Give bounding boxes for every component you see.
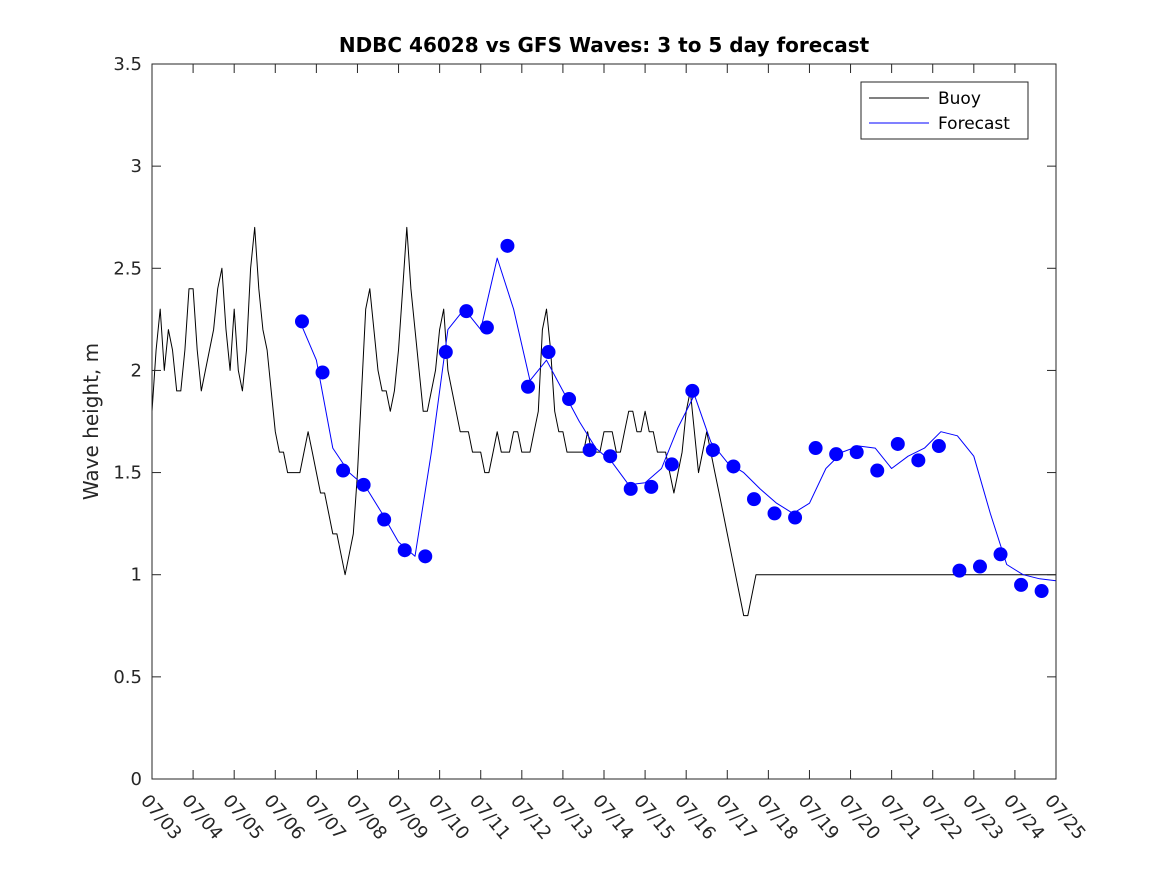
forecast-marker bbox=[931, 439, 946, 454]
y-tick-label: 3 bbox=[131, 156, 142, 177]
series-layer bbox=[151, 226, 1057, 617]
forecast-marker bbox=[438, 345, 453, 360]
y-axis-label: Wave height, m bbox=[79, 343, 103, 500]
forecast-marker bbox=[356, 477, 371, 492]
y-tick-label: 1.5 bbox=[113, 463, 142, 484]
y-tick-label: 3.5 bbox=[113, 54, 142, 75]
forecast-marker bbox=[685, 383, 700, 398]
forecast-marker bbox=[767, 506, 782, 521]
legend-box bbox=[860, 81, 1029, 140]
forecast-marker bbox=[377, 512, 392, 527]
legend: Buoy Forecast bbox=[860, 81, 1029, 140]
forecast-marker bbox=[849, 445, 864, 460]
forecast-marker bbox=[603, 449, 618, 464]
forecast-marker bbox=[664, 457, 679, 472]
series-line-forecast bbox=[299, 257, 1057, 582]
forecast-marker bbox=[336, 463, 351, 478]
forecast-marker bbox=[726, 459, 741, 474]
forecast-marker bbox=[1014, 577, 1029, 592]
forecast-marker bbox=[418, 549, 433, 564]
forecast-marker bbox=[829, 447, 844, 462]
chart-title: NDBC 46028 vs GFS Waves: 3 to 5 day fore… bbox=[339, 33, 870, 57]
forecast-marker bbox=[644, 479, 659, 494]
y-tick-label: 1 bbox=[131, 565, 142, 586]
forecast-marker bbox=[500, 238, 515, 253]
forecast-marker bbox=[993, 547, 1008, 562]
forecast-marker bbox=[746, 492, 761, 507]
forecast-marker bbox=[315, 365, 330, 380]
forecast-marker bbox=[890, 436, 905, 451]
forecast-marker bbox=[562, 392, 577, 407]
forecast-marker bbox=[459, 304, 474, 319]
forecast-marker bbox=[582, 443, 597, 458]
legend-label-buoy: Buoy bbox=[938, 89, 981, 109]
forecast-marker bbox=[397, 543, 412, 558]
forecast-marker bbox=[972, 559, 987, 574]
y-tick-label: 0 bbox=[131, 769, 142, 790]
forecast-marker bbox=[808, 441, 823, 456]
forecast-marker bbox=[870, 463, 885, 478]
y-tick-label: 0.5 bbox=[113, 667, 142, 688]
legend-label-forecast: Forecast bbox=[938, 114, 1010, 134]
forecast-marker bbox=[705, 443, 720, 458]
marker-layer bbox=[294, 238, 1049, 599]
series-line-buoy bbox=[151, 226, 1056, 617]
forecast-marker bbox=[911, 453, 926, 468]
forecast-marker bbox=[541, 345, 556, 360]
forecast-marker bbox=[294, 314, 309, 329]
y-axis: 0 0.5 1 1.5 2 2.5 3 3.5 bbox=[113, 54, 1056, 790]
forecast-marker bbox=[479, 320, 494, 335]
forecast-marker bbox=[623, 481, 638, 496]
y-tick-label: 2.5 bbox=[113, 258, 142, 279]
forecast-marker bbox=[1034, 584, 1049, 599]
y-tick-label: 2 bbox=[131, 360, 142, 381]
plot-area bbox=[152, 64, 1056, 779]
forecast-marker bbox=[520, 379, 535, 394]
forecast-marker bbox=[788, 510, 803, 525]
forecast-marker bbox=[952, 563, 967, 578]
